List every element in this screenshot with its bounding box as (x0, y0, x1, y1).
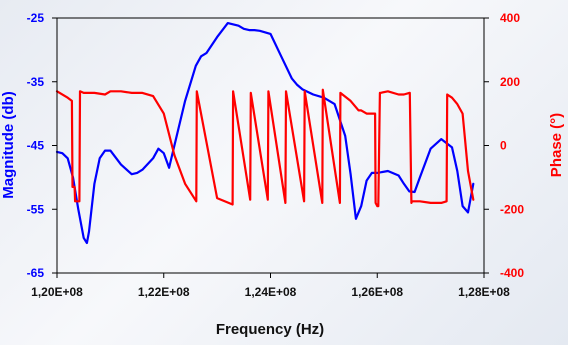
y-left-tick-label: -65 (27, 266, 45, 280)
axis-ticks: 1,20E+08 1,22E+08 1,24E+08 1,26E+08 1,28E+08… (27, 11, 525, 299)
x-tick-label: 1,24E+08 (245, 285, 297, 299)
phase-series-line (55, 88, 475, 208)
y-axis-left-label: Magnitude (db) (0, 91, 17, 198)
y-right-tick-label: 400 (500, 11, 520, 25)
y-left-tick-label: -45 (27, 139, 45, 153)
y-left-tick-label: -25 (27, 11, 45, 25)
x-tick-label: 1,20E+08 (31, 285, 83, 299)
x-tick-label: 1,26E+08 (351, 285, 403, 299)
y-right-tick-label: -400 (500, 266, 524, 280)
y-left-tick-label: -35 (27, 75, 45, 89)
x-tick-label: 1,28E+08 (458, 285, 510, 299)
x-axis-label: Frequency (Hz) (216, 321, 324, 338)
y-right-tick-label: -200 (500, 202, 524, 216)
plot-frame (56, 17, 485, 274)
y-right-tick-label: 0 (500, 139, 507, 153)
y-right-tick-label: 200 (500, 75, 520, 89)
y-left-tick-label: -55 (27, 202, 45, 216)
x-tick-label: 1,22E+08 (138, 285, 190, 299)
plot-lines (55, 22, 475, 245)
y-axis-right-label: Phase (°) (548, 113, 565, 177)
magnitude-series-line (55, 22, 475, 245)
